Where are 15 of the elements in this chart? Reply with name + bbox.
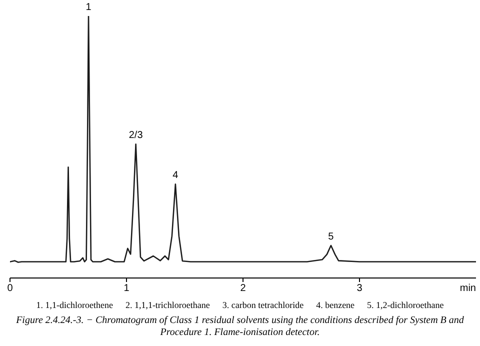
x-tick-label: 3: [356, 283, 363, 294]
x-tick-label: 2: [240, 283, 246, 294]
annotation: 4: [172, 170, 179, 182]
text: 3. carbon tetrachloride: [222, 300, 304, 310]
annotation: 5: [328, 232, 334, 243]
annotation: 2/3: [128, 130, 144, 142]
text: 5. 1,2-dichloroethane: [367, 300, 444, 310]
x-tick-label: 0: [7, 283, 14, 294]
text: 4. benzene: [316, 300, 355, 310]
annotation: 1: [86, 2, 92, 13]
caption: Figure 2.4.24.-3. − Chromatogram of Class 1 residual solvents using the conditions described for System B and Procedure 1. Flame-ionisation detector.: [15, 314, 465, 339]
text: 2. 1,1,1-trichloroethane: [125, 300, 210, 310]
x-tick-label: 1: [124, 283, 130, 294]
text: 1. 1,1-dichloroethene: [36, 300, 113, 310]
x-axis-title: min: [460, 283, 476, 294]
